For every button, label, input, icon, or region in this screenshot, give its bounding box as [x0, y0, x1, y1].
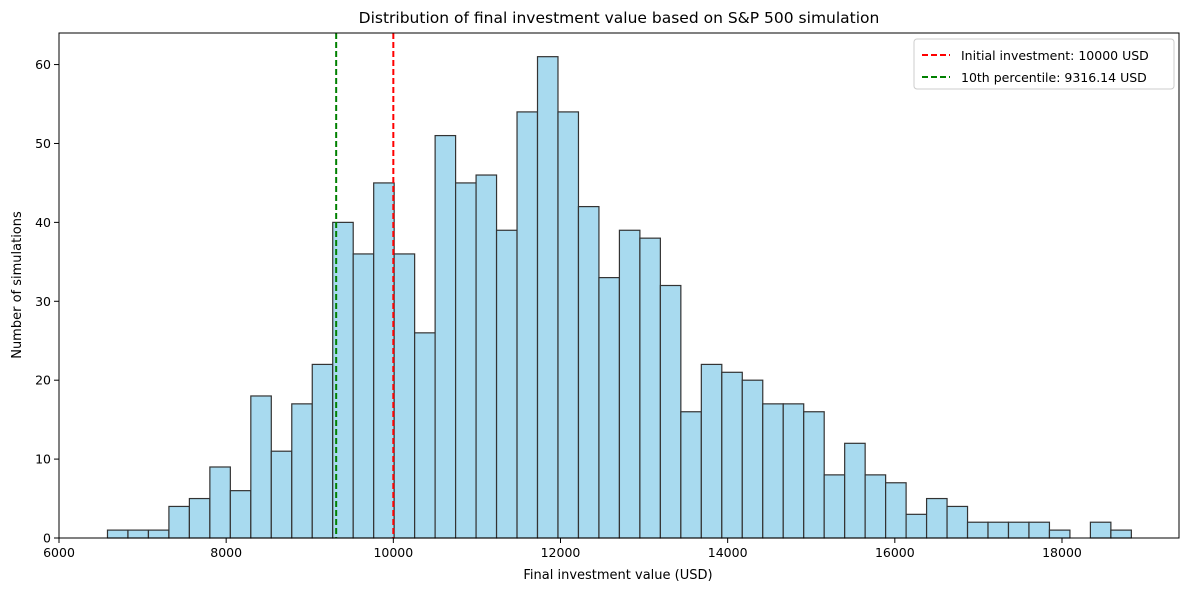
histogram-bar — [1089, 521, 1112, 539]
histogram-bar — [127, 529, 150, 539]
y-tick-label: 0 — [43, 531, 51, 546]
histogram-bar — [516, 111, 539, 539]
y-tick-label: 60 — [35, 57, 51, 72]
histogram-bar — [659, 284, 682, 539]
x-tick-label: 8000 — [210, 545, 242, 560]
histogram-bar — [168, 505, 190, 539]
chart-title: Distribution of final investment value b… — [359, 9, 880, 27]
histogram-bar — [946, 505, 969, 539]
y-axis-ticks: 0 10 20 30 40 50 60 — [35, 57, 59, 546]
histogram-bar — [762, 403, 784, 539]
histogram-bars — [106, 56, 1132, 539]
histogram-bar — [495, 229, 518, 539]
histogram-bar — [557, 111, 580, 539]
histogram-bar — [393, 253, 416, 539]
histogram-bar — [1028, 521, 1051, 539]
histogram-bar — [639, 237, 661, 539]
histogram-bar — [1007, 521, 1030, 539]
histogram-bar — [1110, 529, 1132, 539]
x-tick-label: 10000 — [373, 545, 413, 560]
histogram-bar — [250, 395, 272, 539]
histogram-bar — [905, 513, 928, 539]
histogram-bar — [885, 482, 907, 539]
x-axis-ticks: 6000 8000 10000 12000 14000 16000 18000 — [43, 538, 1082, 560]
x-tick-label: 16000 — [875, 545, 915, 560]
x-tick-label: 6000 — [43, 545, 75, 560]
histogram-bar — [434, 134, 457, 539]
histogram-bar — [598, 277, 621, 539]
y-tick-label: 30 — [35, 294, 51, 309]
histogram-bar — [291, 403, 313, 539]
histogram-bar — [147, 529, 170, 539]
histogram-bar — [577, 205, 600, 539]
histogram-bar — [864, 474, 887, 539]
histogram-bar — [680, 411, 702, 539]
x-axis-label: Final investment value (USD) — [523, 568, 712, 583]
reference-lines — [335, 33, 395, 538]
histogram-bar — [209, 466, 231, 539]
x-tick-label: 12000 — [541, 545, 581, 560]
histogram-bar — [987, 521, 1010, 539]
histogram-bar — [823, 474, 846, 539]
legend-entry-10th-percentile: 10th percentile: 9316.14 USD — [961, 70, 1147, 85]
histogram-bar — [475, 174, 498, 539]
histogram-bar — [311, 363, 334, 539]
legend-box — [913, 38, 1175, 90]
y-tick-label: 10 — [35, 452, 51, 467]
y-tick-label: 40 — [35, 215, 51, 230]
y-tick-label: 20 — [35, 373, 51, 388]
histogram-bar — [352, 253, 375, 539]
histogram-bar — [373, 182, 395, 539]
histogram-bar — [700, 363, 723, 539]
x-tick-label: 14000 — [708, 545, 748, 560]
histogram-bar — [803, 411, 825, 539]
legend-entry-initial-investment: Initial investment: 10000 USD — [961, 48, 1149, 63]
histogram-bar — [188, 497, 211, 539]
histogram-bar — [414, 332, 436, 539]
histogram-bar — [1048, 529, 1071, 539]
histogram-bar — [966, 521, 989, 539]
histogram-bar — [741, 379, 764, 539]
histogram-bar — [536, 56, 559, 539]
y-axis-label: Number of simulations — [10, 211, 25, 359]
histogram-bar — [721, 371, 743, 539]
histogram-bar — [925, 497, 948, 539]
histogram-bar — [618, 229, 641, 539]
histogram-bar — [270, 450, 293, 539]
histogram-bar — [454, 182, 477, 539]
plot-frame — [58, 32, 1180, 539]
histogram-bar — [844, 442, 866, 539]
histogram-bar — [229, 490, 252, 539]
legend: Initial investment: 10000 USD 10th perce… — [913, 38, 1175, 90]
y-tick-label: 50 — [35, 136, 51, 151]
histogram-bar — [782, 403, 805, 539]
x-tick-label: 18000 — [1042, 545, 1082, 560]
histogram-bar — [106, 529, 129, 539]
